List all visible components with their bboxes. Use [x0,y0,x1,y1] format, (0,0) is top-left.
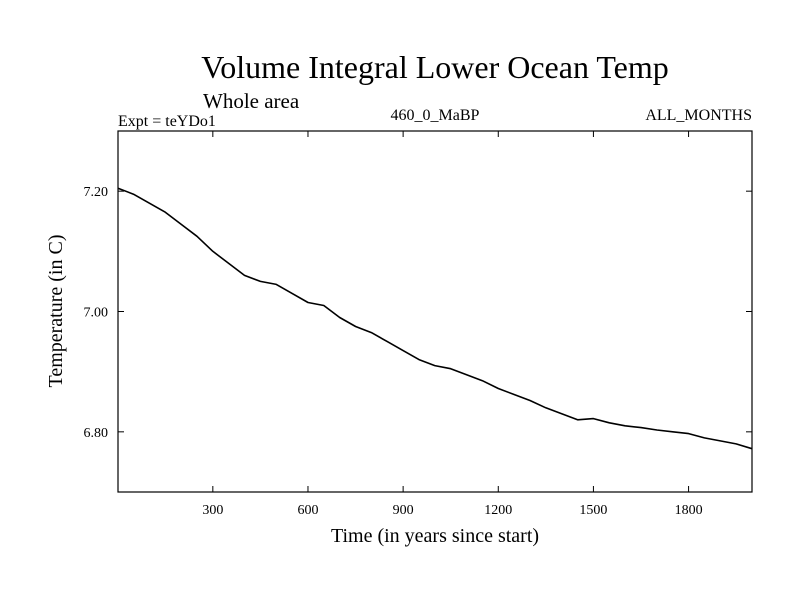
y-tick-label: 6.80 [84,426,109,441]
annotation-right: ALL_MONTHS [645,107,752,124]
x-axis-label: Time (in years since start) [331,525,539,547]
plot-frame [117,130,753,493]
chart-subtitle: Whole area [203,89,300,113]
x-tick-label: 1500 [579,503,607,518]
series-line [117,187,753,450]
y-axis-label: Temperature (in C) [45,235,67,388]
x-tick-label: 600 [297,503,318,518]
annotation-center: 460_0_MaBP [391,107,480,124]
x-tick-label: 900 [393,503,414,518]
x-tick-label: 1200 [484,503,512,518]
y-tick-label: 7.00 [84,306,109,321]
axis-tick-labels: 300 600 900 1200 1500 1800 6.80 7.00 7.20 [84,185,703,518]
x-tick-label: 1800 [675,503,703,518]
axis-ticks [118,131,752,492]
series-lines [117,187,753,450]
x-tick-label: 300 [202,503,223,518]
chart-title: Volume Integral Lower Ocean Temp [201,49,669,85]
y-tick-label: 7.20 [84,185,109,200]
annotation-left: Expt = teYDo1 [118,113,216,130]
